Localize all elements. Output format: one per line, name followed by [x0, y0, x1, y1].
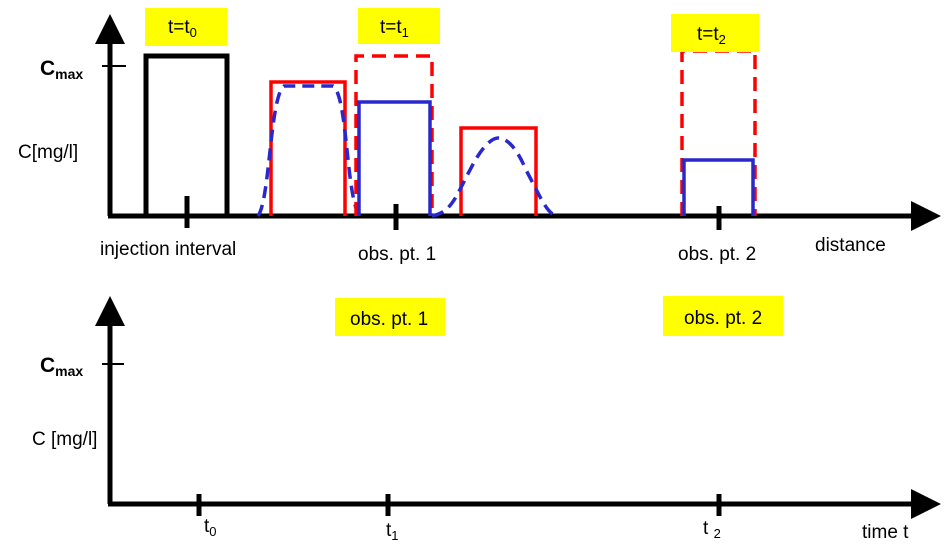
dispersive-pulse-obs1 — [357, 100, 432, 216]
t2-label: t 2 — [703, 518, 721, 541]
advective-pulse-obs1 — [354, 54, 434, 216]
top-panel: Cmax C[mg/l] injection interval obs. pt.… — [18, 8, 941, 265]
dispersive-pulse-1 — [256, 84, 362, 218]
obs-pt-2-label: obs. pt. 2 — [678, 244, 756, 265]
t0-label: t0 — [204, 516, 217, 539]
bottom-y-axis-label: C [mg/l] — [32, 429, 97, 450]
distance-label: distance — [815, 235, 886, 256]
advective-pulse-1 — [269, 80, 347, 216]
top-y-axis-label: C[mg/l] — [18, 142, 78, 163]
obs-pt-1-label: obs. pt. 1 — [358, 244, 436, 265]
svg-text:obs. pt. 1: obs. pt. 1 — [350, 309, 428, 330]
injection-interval-label: injection interval — [100, 239, 236, 260]
t1-label: t1 — [386, 520, 399, 543]
bottom-panel: Cmax C [mg/l] t0 t1 t 2 time t obs. pt. … — [32, 296, 941, 543]
advective-pulse-2 — [459, 126, 538, 216]
obs-tag-2: obs. pt. 2 — [663, 296, 783, 336]
svg-text:t=t0: t=t0 — [168, 17, 197, 40]
bottom-cmax-label: Cmax — [40, 354, 83, 379]
top-cmax-label: Cmax — [40, 57, 83, 82]
svg-text:t=t1: t=t1 — [380, 17, 409, 40]
svg-text:obs. pt. 2: obs. pt. 2 — [684, 308, 762, 329]
initial-pulse — [143, 53, 230, 216]
dispersive-pulse-obs2 — [682, 158, 755, 216]
time-tag-t2: t=t2 — [671, 14, 759, 52]
time-tag-t0: t=t0 — [145, 8, 227, 46]
svg-text:t=t2: t=t2 — [697, 24, 726, 47]
dispersive-pulse-2 — [431, 136, 557, 218]
advective-pulse-obs2 — [680, 49, 757, 216]
time-t-label: time t — [862, 522, 909, 543]
time-tag-t1: t=t1 — [358, 8, 440, 44]
obs-tag-1: obs. pt. 1 — [335, 298, 445, 336]
